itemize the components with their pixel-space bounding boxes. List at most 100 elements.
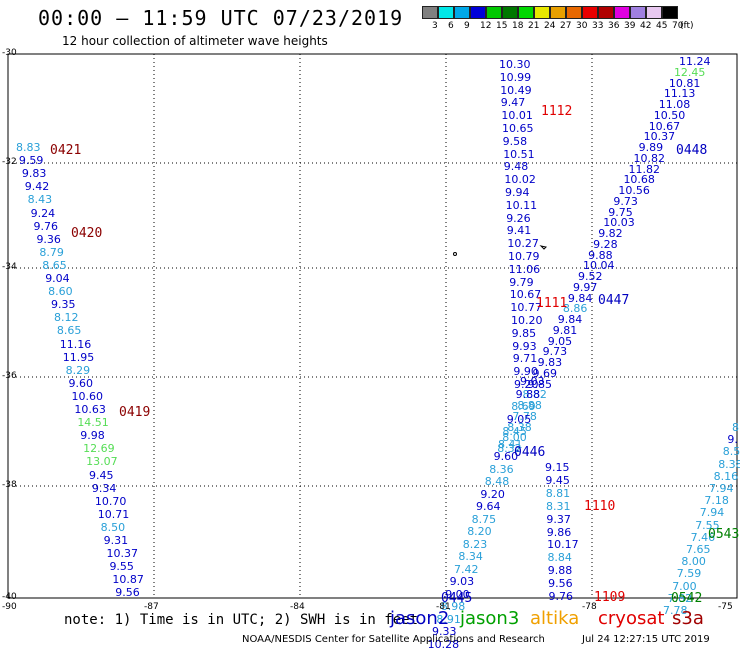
pass-time-label: 1112 (541, 104, 573, 119)
wave-height-value: 9.97 (572, 280, 598, 294)
pass-time-label: 0446 (514, 445, 546, 460)
wave-height-value: 9.88 (547, 564, 573, 578)
wave-height-value: 10.17 (547, 538, 579, 552)
wave-height-value: 8.98 (440, 600, 466, 613)
wave-height-value: 9.00 (445, 587, 470, 601)
legend-swatch (438, 6, 454, 19)
legend-label: 18 (512, 21, 524, 31)
wave-height-value: 10.49 (500, 83, 532, 97)
wave-height-value: 10.51 (503, 147, 535, 161)
wave-height-value: 8.45 (502, 425, 527, 438)
wave-height-value: 13.07 (86, 455, 118, 469)
wave-height-value: 10.87 (112, 573, 144, 587)
wave-height-value: 8.82 (522, 388, 547, 402)
pass-time-label: 0419 (119, 405, 151, 420)
wave-height-value: 9.86 (546, 525, 572, 539)
wave-height-value: 9.64 (476, 500, 501, 513)
legend-label: 27 (560, 21, 572, 31)
wave-height-value: 9.60 (493, 450, 519, 463)
island-mark (453, 252, 457, 256)
wave-height-value: 10.30 (499, 58, 531, 71)
wave-height-value: 9.31 (103, 534, 129, 547)
wave-height-value: 10.67 (648, 119, 681, 133)
wave-height-value: 10.81 (668, 76, 701, 90)
longitude-label: -87 (144, 602, 159, 612)
wave-height-value: 8.65 (42, 258, 67, 272)
wave-height-value: 7.00 (672, 579, 697, 593)
wave-height-value: 9.83 (537, 356, 563, 369)
legend-swatch (486, 6, 502, 19)
wave-height-value: 8.00 (502, 431, 527, 445)
legend-label: 33 (592, 21, 604, 31)
pass-time-label: 0420 (71, 226, 103, 241)
latitude-label: -30 (2, 48, 17, 58)
legend-swatch (646, 6, 662, 19)
legend-swatch (550, 6, 566, 19)
legend-swatch (534, 6, 550, 19)
wave-height-value: 10.68 (623, 173, 655, 187)
pass-time-label: 1111 (536, 296, 568, 311)
pass-time-label: 0542 (671, 591, 703, 606)
satellite-legend-s3a: s3a (672, 608, 704, 629)
legend-swatch (662, 6, 678, 19)
wave-height-value: 7.82 (667, 591, 693, 605)
wave-height-value: 9.52 (578, 270, 603, 283)
credit-line: NOAA/NESDIS Center for Satellite Applica… (242, 634, 545, 645)
wave-height-value: 7.94 (709, 482, 734, 495)
wave-height-value: 8.16 (713, 469, 739, 483)
longitude-label: -81 (436, 602, 451, 612)
legend-swatch (614, 6, 630, 19)
wave-height-value: 10.01 (501, 109, 533, 123)
wave-height-value: 9.15 (545, 461, 570, 474)
wave-height-value: 9.37 (546, 512, 571, 526)
wave-height-value: 9.03 (449, 575, 475, 588)
island-mark (539, 245, 548, 250)
satellite-legend-cryosat: cryosat (598, 608, 665, 629)
wave-height-value: 8.41 (498, 437, 523, 451)
wave-height-value: 9.20 (480, 487, 505, 501)
legend-unit: (ft) (680, 21, 694, 31)
wave-height-value: 10.60 (71, 389, 103, 403)
pass-time-label: 0447 (598, 293, 630, 308)
wave-height-value: 8.75 (471, 512, 497, 526)
satellite-legend-altika: altika (530, 608, 580, 629)
wave-height-value: 9.20 (514, 378, 539, 391)
wave-height-value: 12.69 (83, 442, 115, 456)
wave-height-value: 9.04 (45, 272, 70, 285)
wave-height-value: 11.08 (658, 98, 691, 111)
wave-height-value: 9.90 (513, 365, 538, 379)
wave-height-value: 7.46 (690, 530, 716, 544)
wave-height-value: 9.75 (608, 205, 633, 219)
wave-height-value: 8.83 (16, 141, 41, 154)
wave-height-value: 9.84 (567, 291, 593, 305)
wave-height-value: 9.28 (593, 237, 618, 251)
wave-height-value: 8.29 (65, 363, 91, 377)
pass-time-label: 1109 (594, 590, 626, 605)
legend-label: 30 (576, 21, 588, 31)
legend-label: 42 (640, 21, 652, 31)
wave-height-value: 10.70 (94, 494, 127, 508)
wave-height-value: 7.65 (686, 543, 711, 556)
pass-time-label: 0445 (441, 591, 473, 606)
wave-height-value: 11.16 (59, 337, 92, 351)
wave-height-value: 9.85 (527, 377, 553, 391)
legend-swatch (502, 6, 518, 19)
wave-height-value: 10.28 (427, 637, 460, 651)
wave-height-value: 8.23 (462, 537, 488, 551)
legend-label: 3 (432, 21, 438, 31)
legend-label: 70 (672, 21, 684, 31)
legend-label: 39 (624, 21, 636, 31)
wave-height-value: 8.60 (48, 285, 73, 299)
wave-height-value: 14.51 (77, 416, 109, 430)
wave-height-value: 9.81 (552, 323, 578, 337)
longitude-label: -84 (290, 602, 305, 612)
wave-height-value: 10.27 (507, 237, 539, 251)
wave-height-value: 8.91 (436, 612, 461, 626)
pass-time-label: 0421 (50, 143, 82, 158)
latitude-label: -38 (2, 480, 17, 490)
wave-height-value: 9.94 (505, 186, 530, 199)
wave-height-value: 10.63 (74, 403, 106, 416)
wave-height-value: 10.04 (583, 259, 615, 273)
longitude-label: -75 (718, 602, 733, 612)
wave-height-value: 9.58 (502, 134, 528, 148)
